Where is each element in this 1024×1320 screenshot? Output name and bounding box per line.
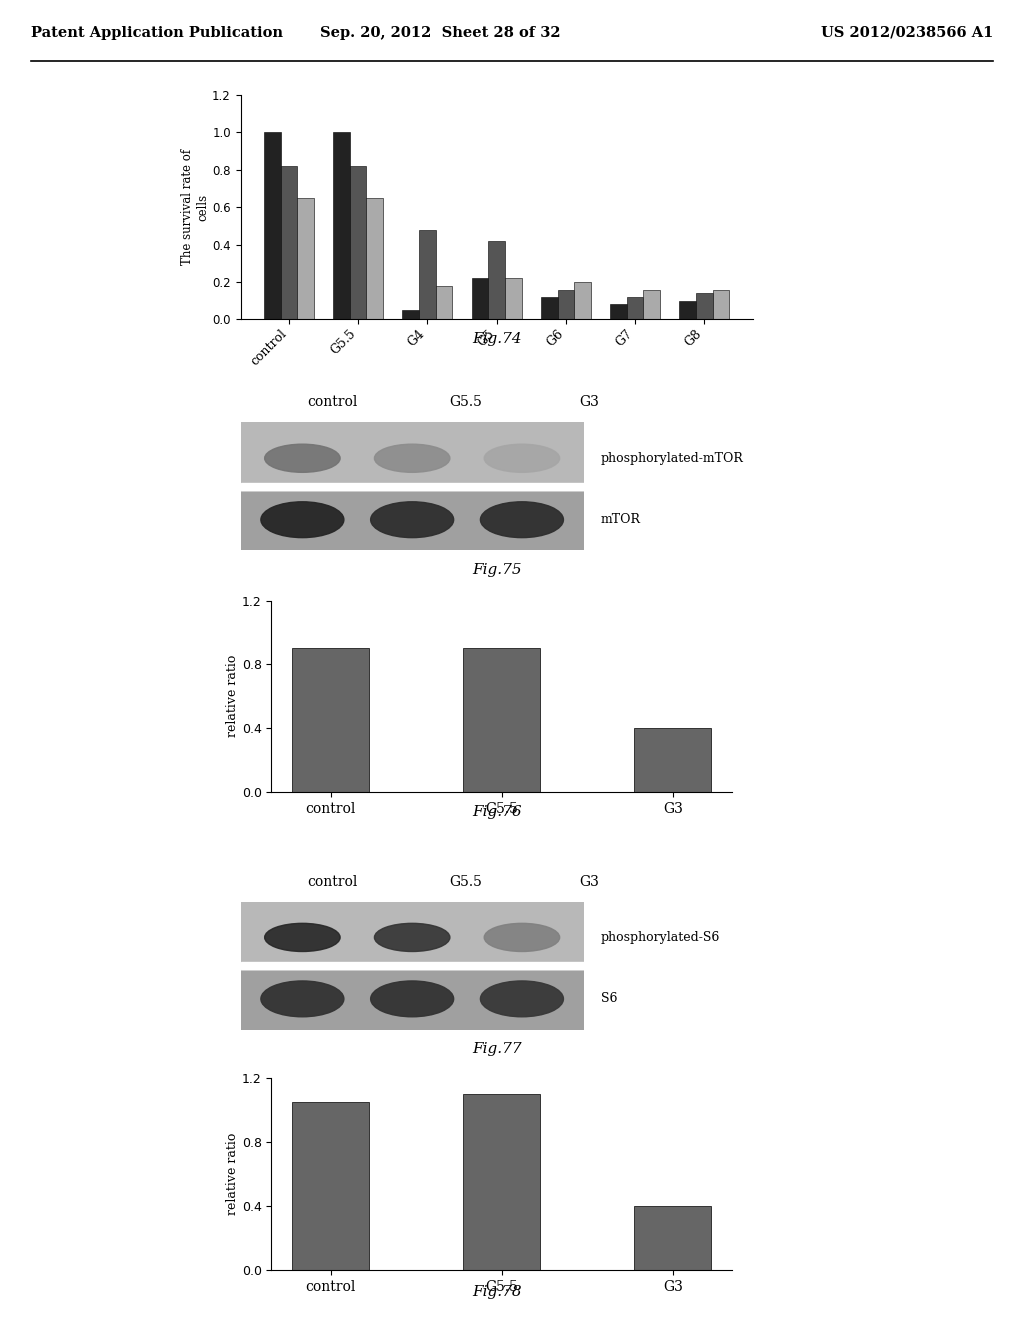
Bar [292, 1102, 370, 1270]
Text: Fig.74: Fig.74 [472, 333, 521, 346]
Bar [627, 297, 643, 319]
Bar [713, 289, 729, 319]
Text: Fig.77: Fig.77 [472, 1043, 521, 1056]
Bar [241, 962, 584, 969]
Text: phosphorylated-mTOR: phosphorylated-mTOR [601, 451, 743, 465]
Y-axis label: The survival rate of
cells: The survival rate of cells [181, 149, 209, 265]
Ellipse shape [375, 444, 450, 473]
Bar [297, 198, 313, 319]
Bar [634, 729, 712, 792]
Bar [241, 483, 584, 490]
Ellipse shape [261, 981, 344, 1016]
Ellipse shape [371, 981, 454, 1016]
Text: Fig.76: Fig.76 [472, 805, 521, 818]
Bar [435, 286, 453, 319]
Text: control: control [307, 875, 358, 890]
Bar [505, 279, 521, 319]
Bar [574, 282, 591, 319]
Ellipse shape [264, 923, 340, 952]
Text: US 2012/0238566 A1: US 2012/0238566 A1 [821, 26, 993, 40]
Bar [472, 279, 488, 319]
Ellipse shape [264, 444, 340, 473]
Ellipse shape [371, 502, 454, 537]
Bar [333, 132, 350, 319]
Bar [634, 1206, 712, 1270]
Bar [419, 230, 435, 319]
Y-axis label: relative ratio: relative ratio [226, 655, 239, 738]
Bar [610, 305, 627, 319]
Bar [241, 491, 584, 550]
Text: control: control [307, 395, 358, 409]
Bar [696, 293, 713, 319]
Ellipse shape [484, 444, 560, 473]
Bar [558, 289, 574, 319]
Text: G5.5: G5.5 [450, 395, 482, 409]
Text: Patent Application Publication: Patent Application Publication [31, 26, 283, 40]
Bar [292, 648, 370, 792]
Bar [463, 648, 541, 792]
Ellipse shape [375, 923, 450, 952]
Bar [402, 310, 419, 319]
Text: G5.5: G5.5 [450, 875, 482, 890]
Bar [281, 166, 297, 319]
Y-axis label: relative ratio: relative ratio [226, 1133, 239, 1216]
Bar [643, 289, 660, 319]
Text: G3: G3 [579, 395, 599, 409]
Ellipse shape [480, 981, 563, 1016]
Text: mTOR: mTOR [601, 513, 641, 527]
Bar [463, 1094, 541, 1270]
Ellipse shape [484, 923, 560, 952]
Text: Sep. 20, 2012  Sheet 28 of 32: Sep. 20, 2012 Sheet 28 of 32 [321, 26, 560, 40]
Bar [241, 422, 584, 484]
Bar [350, 166, 367, 319]
Bar [367, 198, 383, 319]
Ellipse shape [261, 502, 344, 537]
Text: Fig.78: Fig.78 [472, 1286, 521, 1299]
Text: S6: S6 [601, 993, 617, 1006]
Ellipse shape [480, 502, 563, 537]
Bar [680, 301, 696, 319]
Text: phosphorylated-S6: phosphorylated-S6 [601, 931, 720, 944]
Bar [241, 902, 584, 964]
Bar [241, 970, 584, 1030]
Text: Fig.75: Fig.75 [472, 564, 521, 577]
Bar [488, 240, 505, 319]
Bar [264, 132, 281, 319]
Bar [541, 297, 558, 319]
Text: G3: G3 [579, 875, 599, 890]
